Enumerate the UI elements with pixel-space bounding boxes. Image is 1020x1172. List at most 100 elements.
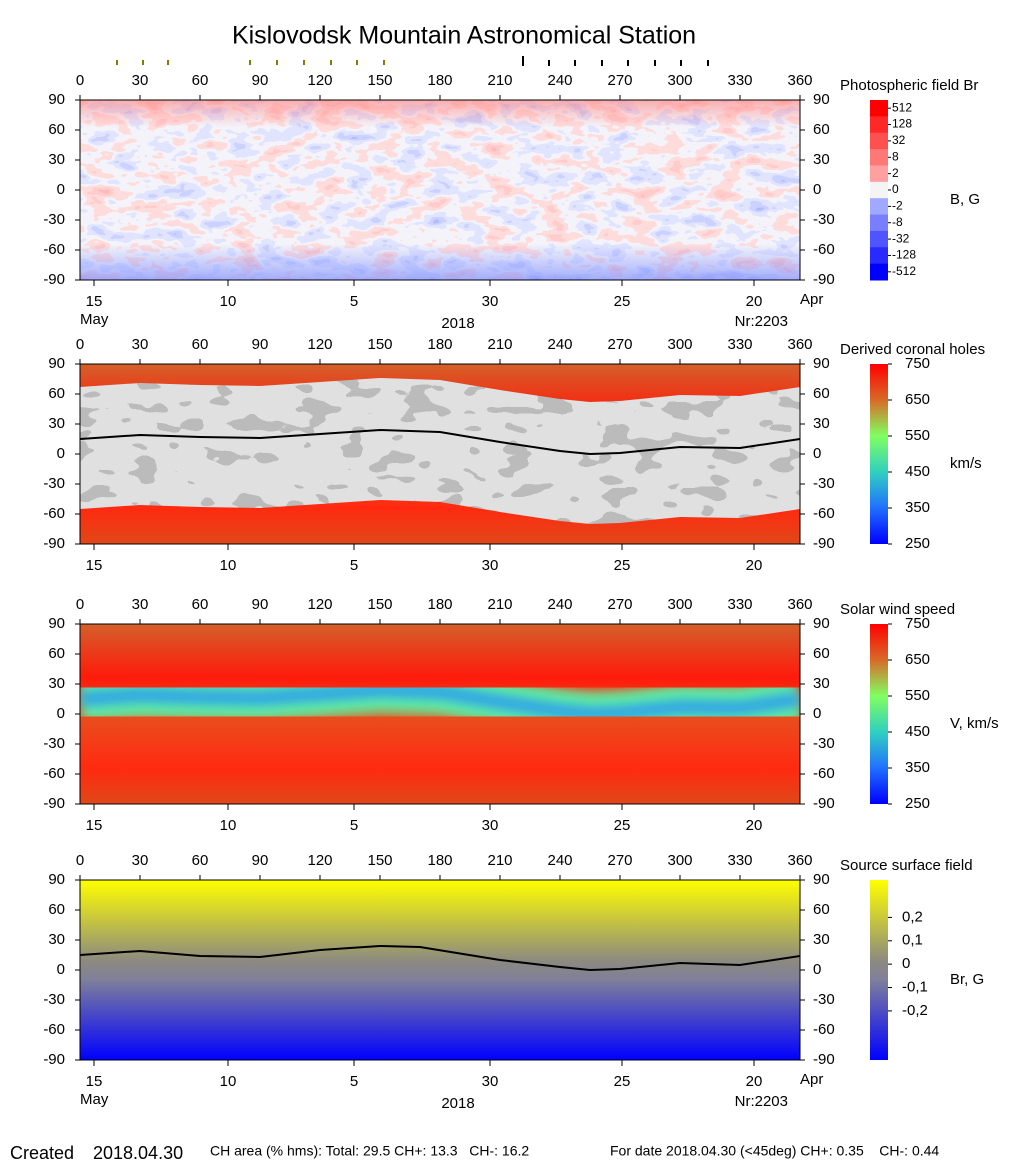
colorbar-tick-label: 8 (892, 149, 899, 163)
colorbar-tick-label: -128 (892, 248, 916, 262)
colorbar-step (870, 132, 888, 150)
y-tick-label: -90 (43, 535, 65, 552)
y-tick-label: -90 (43, 795, 65, 812)
date-tick-label: 15 (86, 1073, 103, 1090)
x-tick-label: 90 (252, 852, 269, 869)
y-tick-label: -30 (43, 211, 65, 228)
x-tick-label: 210 (487, 852, 512, 869)
x-tick-label: 300 (667, 852, 692, 869)
colorbar-label: B, G (950, 191, 980, 208)
top-marks (116, 60, 385, 65)
y-tick-label-right: 60 (813, 645, 830, 662)
date-tick-label: 5 (350, 293, 358, 310)
x-tick-label: 180 (427, 72, 452, 89)
colorbar-step (870, 198, 888, 216)
y-tick-label: 30 (48, 151, 65, 168)
y-tick-label-right: -30 (813, 991, 835, 1008)
x-tick-label: 30 (132, 596, 149, 613)
y-tick-label: -60 (43, 505, 65, 522)
y-tick-label: -60 (43, 1021, 65, 1038)
y-tick-label: -30 (43, 991, 65, 1008)
date-tick-label: 25 (614, 557, 631, 574)
x-tick-label: 240 (547, 336, 572, 353)
colorbar-tick-label: 550 (905, 687, 930, 704)
y-tick-label-right: -30 (813, 475, 835, 492)
y-tick-label-right: 90 (813, 355, 830, 372)
colorbar-tick-label: 750 (905, 355, 930, 372)
colorbar (870, 880, 888, 1060)
created-label: Created (10, 1143, 74, 1163)
y-tick-label: 30 (48, 931, 65, 948)
y-tick-label-right: 60 (813, 121, 830, 138)
x-tick-label: 120 (307, 596, 332, 613)
x-tick-label: 330 (727, 72, 752, 89)
x-tick-label: 360 (787, 852, 812, 869)
y-tick-label-right: 90 (813, 615, 830, 632)
colorbar-tick-label: 650 (905, 391, 930, 408)
x-tick-label: 30 (132, 72, 149, 89)
y-tick-label-right: 30 (813, 931, 830, 948)
date-label: May (80, 1091, 109, 1108)
x-tick-label: 240 (547, 596, 572, 613)
neutral-line (80, 944, 800, 972)
for-date: For date 2018.04.30 (<45deg) CH+: 0.35 C… (610, 1143, 939, 1159)
x-tick-label: 270 (607, 336, 632, 353)
date-label: Apr (800, 1071, 823, 1088)
date-tick-label: 10 (220, 817, 237, 834)
y-tick-label-right: 0 (813, 705, 821, 722)
y-tick-label-right: 90 (813, 91, 830, 108)
y-tick-label: -30 (43, 475, 65, 492)
x-tick-label: 360 (787, 596, 812, 613)
y-tick-label-right: 30 (813, 675, 830, 692)
y-tick-label: 60 (48, 901, 65, 918)
map (80, 364, 800, 544)
colorbar-step (870, 214, 888, 232)
date-label: Nr:2203 (735, 1093, 788, 1110)
x-tick-label: 0 (76, 596, 84, 613)
date-label: Apr (800, 291, 823, 308)
y-tick-label-right: -30 (813, 211, 835, 228)
top-marks-dark (522, 56, 709, 66)
colorbar-tick-label: -0,2 (902, 1002, 928, 1019)
y-tick-label: -30 (43, 735, 65, 752)
colorbar-tick-label: 650 (905, 651, 930, 668)
figure-title: Kislovodsk Mountain Astronomical Station (232, 22, 696, 50)
y-tick-label: 0 (57, 181, 65, 198)
y-tick-label: 90 (48, 355, 65, 372)
x-tick-label: 150 (367, 336, 392, 353)
date-tick-label: 30 (482, 557, 499, 574)
closed-field (80, 378, 800, 524)
x-tick-label: 300 (667, 72, 692, 89)
y-tick-label: -60 (43, 765, 65, 782)
y-tick-label: 90 (48, 615, 65, 632)
panel-title: Photospheric field Br (840, 77, 978, 94)
y-tick-label-right: 30 (813, 415, 830, 432)
colorbar-label: km/s (950, 455, 982, 472)
x-tick-label: 210 (487, 596, 512, 613)
x-tick-label: 210 (487, 336, 512, 353)
y-tick-label: -90 (43, 271, 65, 288)
x-tick-label: 150 (367, 596, 392, 613)
x-tick-label: 270 (607, 596, 632, 613)
date-tick-label: 20 (746, 817, 763, 834)
colorbar (870, 364, 888, 544)
y-tick-label: -90 (43, 1051, 65, 1068)
date-tick-label: 10 (220, 557, 237, 574)
date-tick-label: 20 (746, 293, 763, 310)
y-tick-label-right: 30 (813, 151, 830, 168)
x-tick-label: 210 (487, 72, 512, 89)
colorbar-step (870, 116, 888, 134)
x-tick-label: 0 (76, 336, 84, 353)
x-tick-label: 60 (192, 852, 209, 869)
x-tick-label: 120 (307, 72, 332, 89)
map (80, 880, 800, 1060)
colorbar-step (870, 247, 888, 265)
x-tick-label: 240 (547, 852, 572, 869)
y-tick-label: 90 (48, 91, 65, 108)
x-tick-label: 120 (307, 852, 332, 869)
date-tick-label: 15 (86, 817, 103, 834)
map (80, 100, 800, 280)
neutral-line (80, 428, 800, 456)
